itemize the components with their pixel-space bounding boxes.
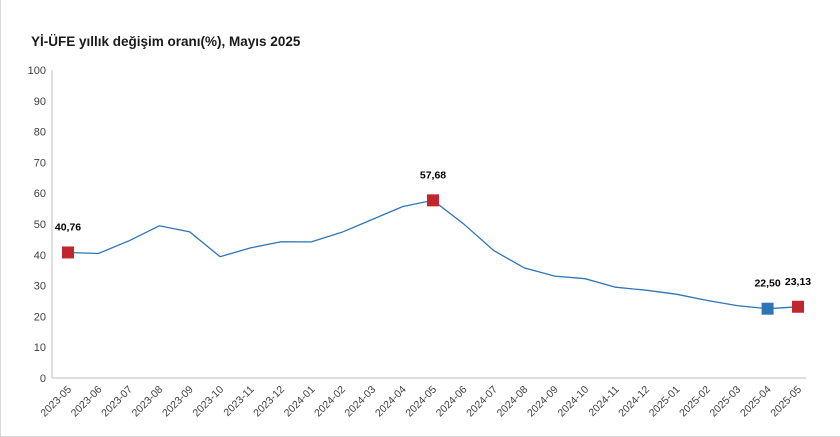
x-tick-label: 2023-07	[99, 384, 135, 420]
data-point-marker	[427, 194, 439, 207]
y-tick-label: 60	[34, 188, 46, 200]
x-tick-label: 2024-10	[555, 384, 591, 420]
x-tick-label: 2023-08	[130, 384, 166, 420]
data-label: 23,13	[785, 276, 811, 288]
data-point-marker	[62, 246, 74, 259]
y-tick-label: 10	[34, 342, 46, 354]
x-tick-label: 2025-03	[708, 384, 744, 420]
y-axis: 0 10 20 30 40 50 60 70 80 90 100	[28, 65, 53, 385]
data-point-marker	[761, 302, 774, 315]
x-tick-label: 2025-04	[738, 384, 774, 420]
x-tick-label: 2024-01	[282, 384, 318, 420]
x-tick-label: 2024-11	[586, 384, 621, 419]
x-tick-label: 2024-08	[495, 384, 531, 420]
y-tick-label: 90	[34, 96, 46, 108]
series-lines	[67, 199, 799, 310]
x-tick-label: 2025-01	[647, 384, 683, 420]
x-tick-label: 2024-03	[343, 384, 379, 420]
x-tick-label: 2024-04	[373, 384, 409, 420]
x-axis: 2023-052023-062023-072023-082023-092023-…	[38, 377, 806, 420]
x-tick-label: 2023-11	[221, 384, 256, 419]
data-labels: 40,76 57,68 22,50 23,13	[55, 169, 811, 289]
x-tick-label: 2023-09	[160, 384, 196, 420]
y-tick-label: 80	[34, 127, 46, 139]
x-tick-label: 2023-05	[38, 384, 74, 420]
x-tick-label: 2024-09	[525, 384, 561, 420]
series-line	[67, 199, 799, 310]
x-tick-label: 2024-06	[434, 384, 470, 420]
x-tick-label: 2024-12	[616, 384, 652, 420]
data-label: 40,76	[55, 221, 81, 233]
y-tick-label: 40	[34, 250, 46, 262]
chart-title: Yİ-ÜFE yıllık değişim oranı(%), Mayıs 20…	[31, 34, 301, 49]
highlighted-markers	[62, 194, 804, 315]
x-tick-label: 2023-12	[251, 384, 287, 420]
data-label: 22,50	[754, 278, 780, 290]
x-tick-label: 2024-07	[464, 384, 500, 420]
x-tick-label: 2023-06	[69, 384, 105, 420]
y-tick-label: 100	[28, 65, 46, 77]
x-tick-label: 2024-05	[403, 384, 439, 420]
y-tick-label: 0	[40, 373, 46, 385]
y-tick-label: 30	[34, 281, 46, 293]
x-tick-label: 2025-05	[768, 384, 804, 420]
x-tick-label: 2025-02	[677, 384, 713, 420]
y-tick-label: 50	[34, 219, 46, 231]
data-label: 57,68	[420, 169, 446, 181]
data-point-marker	[792, 300, 804, 313]
y-tick-label: 70	[34, 157, 46, 169]
x-tick-label: 2024-02	[312, 384, 348, 420]
y-tick-label: 20	[34, 311, 46, 323]
x-tick-label: 2023-10	[190, 384, 226, 420]
